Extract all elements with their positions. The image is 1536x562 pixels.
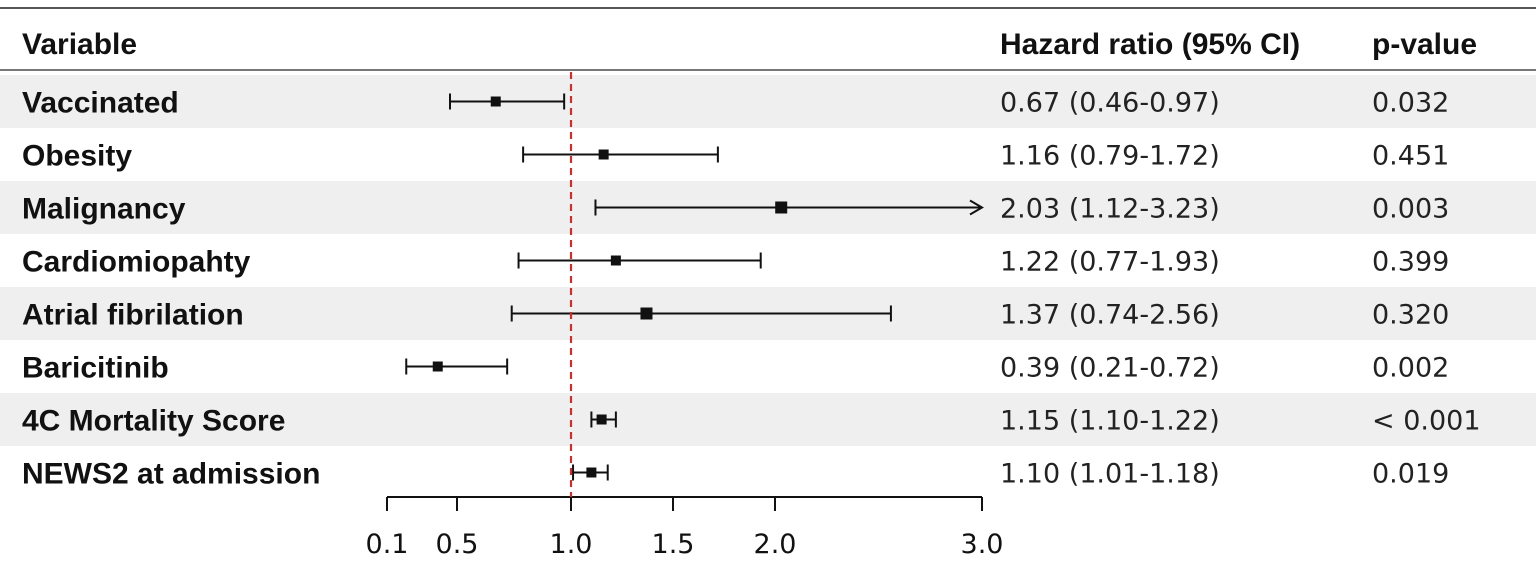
header-hazard-ratio: Hazard ratio (95% CI)	[1000, 28, 1300, 61]
point-estimate	[596, 414, 607, 425]
x-axis: 0.1 0.5 1.0 1.5 2.0 3.0	[366, 496, 1004, 560]
p-value: < 0.001	[1372, 406, 1481, 437]
p-value: 0.451	[1372, 141, 1449, 172]
hazard-ratio-value: 1.15 (1.10-1.22)	[1000, 406, 1220, 437]
table-row: Baricitinib 0.39 (0.21-0.72) 0.002	[22, 352, 1449, 385]
hazard-ratio-value: 1.16 (0.79-1.72)	[1000, 141, 1220, 172]
variable-label: Vaccinated	[22, 87, 179, 120]
hazard-ratio-value: 0.39 (0.21-0.72)	[1000, 353, 1220, 384]
table-row: NEWS2 at admission 1.10 (1.01-1.18) 0.019	[22, 458, 1449, 491]
hazard-ratio-value: 1.10 (1.01-1.18)	[1000, 459, 1220, 490]
header-p-value: p-value	[1372, 28, 1477, 61]
variable-label: Cardiomiopahty	[22, 246, 251, 279]
p-value: 0.019	[1372, 459, 1449, 490]
header-variable: Variable	[22, 28, 137, 61]
variable-label: Atrial fibrilation	[22, 299, 244, 332]
row-band	[0, 75, 1536, 128]
x-tick-label: 1.5	[652, 529, 695, 560]
x-tick-label: 0.1	[366, 529, 409, 560]
p-value: 0.399	[1372, 247, 1449, 278]
plot-rows: Vaccinated 0.67 (0.46-0.97) 0.032 Obesity 1.…	[22, 87, 1481, 491]
hazard-ratio-value: 2.03 (1.12-3.23)	[1000, 194, 1220, 225]
p-value: 0.002	[1372, 353, 1449, 384]
hazard-ratio-value: 0.67 (0.46-0.97)	[1000, 88, 1220, 119]
x-tick-label: 0.5	[436, 529, 479, 560]
table-row: Malignancy 2.03 (1.12-3.23) 0.003	[22, 193, 1449, 226]
point-estimate	[775, 201, 788, 214]
hazard-ratio-value: 1.37 (0.74-2.56)	[1000, 300, 1220, 331]
point-estimate	[640, 307, 653, 320]
row-band	[0, 393, 1536, 446]
point-estimate	[432, 361, 443, 372]
x-tick-label: 1.0	[550, 529, 593, 560]
p-value: 0.320	[1372, 300, 1449, 331]
table-row: Cardiomiopahty 1.22 (0.77-1.93) 0.399	[22, 246, 1449, 279]
variable-label: 4C Mortality Score	[22, 405, 285, 438]
table-row: 4C Mortality Score 1.15 (1.10-1.22) < 0.00…	[22, 405, 1481, 438]
p-value: 0.032	[1372, 88, 1449, 119]
p-value: 0.003	[1372, 194, 1449, 225]
variable-label: Baricitinib	[22, 352, 169, 385]
point-estimate	[490, 96, 501, 107]
point-estimate	[610, 255, 621, 266]
table-row: Vaccinated 0.67 (0.46-0.97) 0.032	[22, 87, 1449, 120]
variable-label: Obesity	[22, 140, 132, 173]
point-estimate	[598, 149, 609, 160]
hazard-ratio-value: 1.22 (0.77-1.93)	[1000, 247, 1220, 278]
point-estimate	[586, 467, 597, 478]
variable-label: Malignancy	[22, 193, 186, 226]
x-tick-label: 2.0	[754, 529, 797, 560]
variable-label: NEWS2 at admission	[22, 458, 320, 491]
x-tick-label: 3.0	[961, 529, 1004, 560]
table-row: Obesity 1.16 (0.79-1.72) 0.451	[22, 140, 1449, 173]
table-row: Atrial fibrilation 1.37 (0.74-2.56) 0.320	[22, 299, 1449, 332]
ci-arrow	[969, 199, 984, 216]
